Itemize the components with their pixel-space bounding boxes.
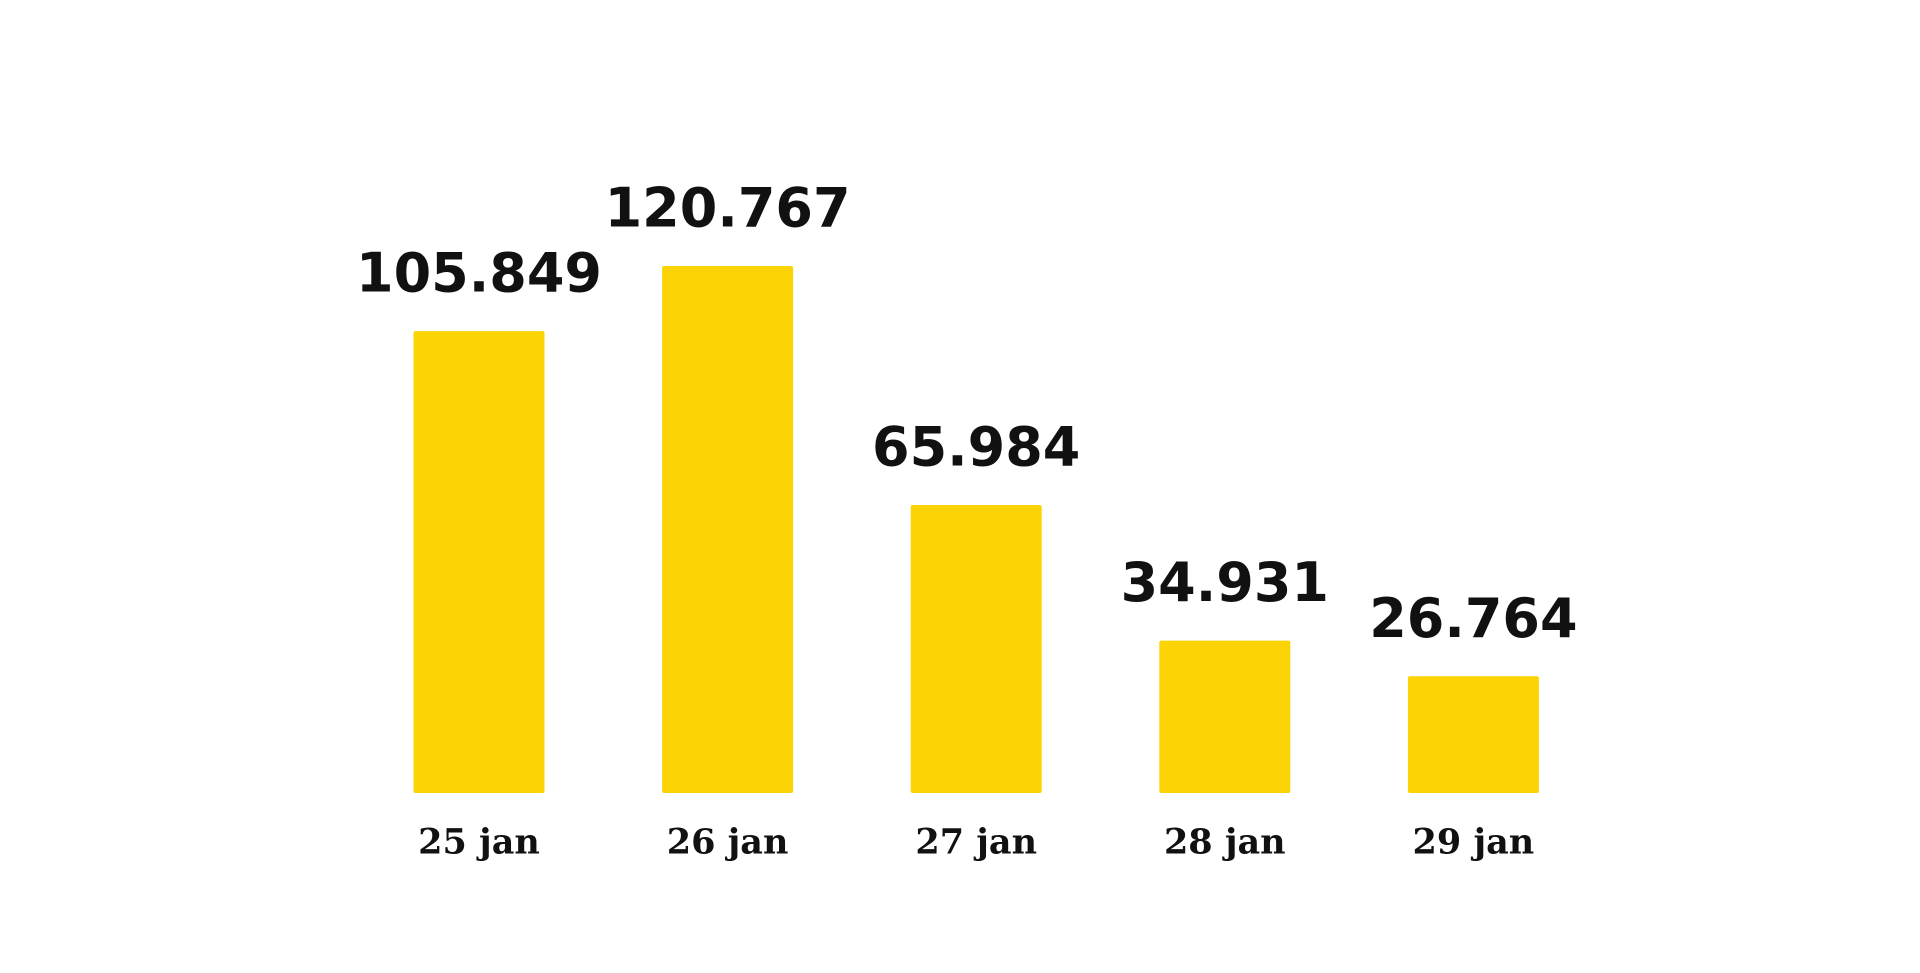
x-tick-label: 25 jan: [418, 822, 540, 863]
bar: [1159, 640, 1291, 793]
bar: [1407, 676, 1539, 793]
bar: [413, 331, 545, 793]
value-label: 34.931: [1121, 551, 1329, 614]
value-label: 105.849: [356, 242, 602, 305]
x-tick-label: 26 jan: [667, 822, 789, 863]
x-tick-label: 27 jan: [915, 822, 1037, 863]
bar: [662, 266, 794, 793]
value-label: 120.767: [605, 177, 851, 240]
value-label: 26.764: [1369, 587, 1577, 650]
value-label: 65.984: [872, 416, 1080, 479]
bar: [910, 505, 1042, 793]
x-tick-label: 29 jan: [1413, 822, 1535, 863]
x-tick-label: 28 jan: [1164, 822, 1286, 863]
